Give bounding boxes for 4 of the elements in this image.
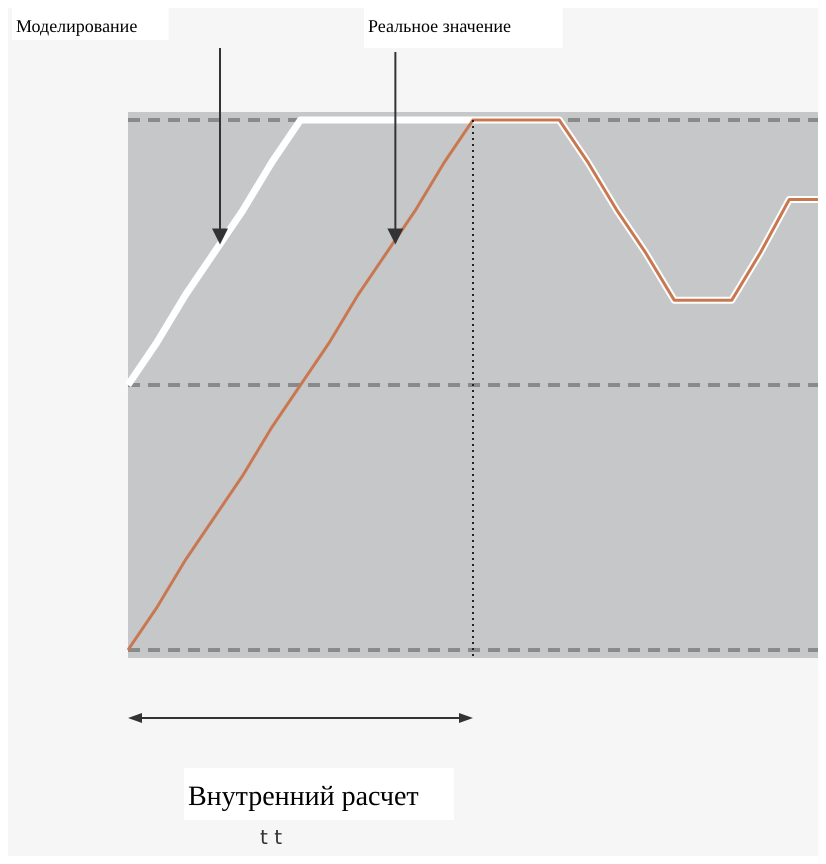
text: Моделирование xyxy=(16,16,138,36)
text: t t xyxy=(260,825,282,849)
text: Реальное значение xyxy=(368,16,511,36)
text: Внутренний расчет xyxy=(188,781,419,812)
